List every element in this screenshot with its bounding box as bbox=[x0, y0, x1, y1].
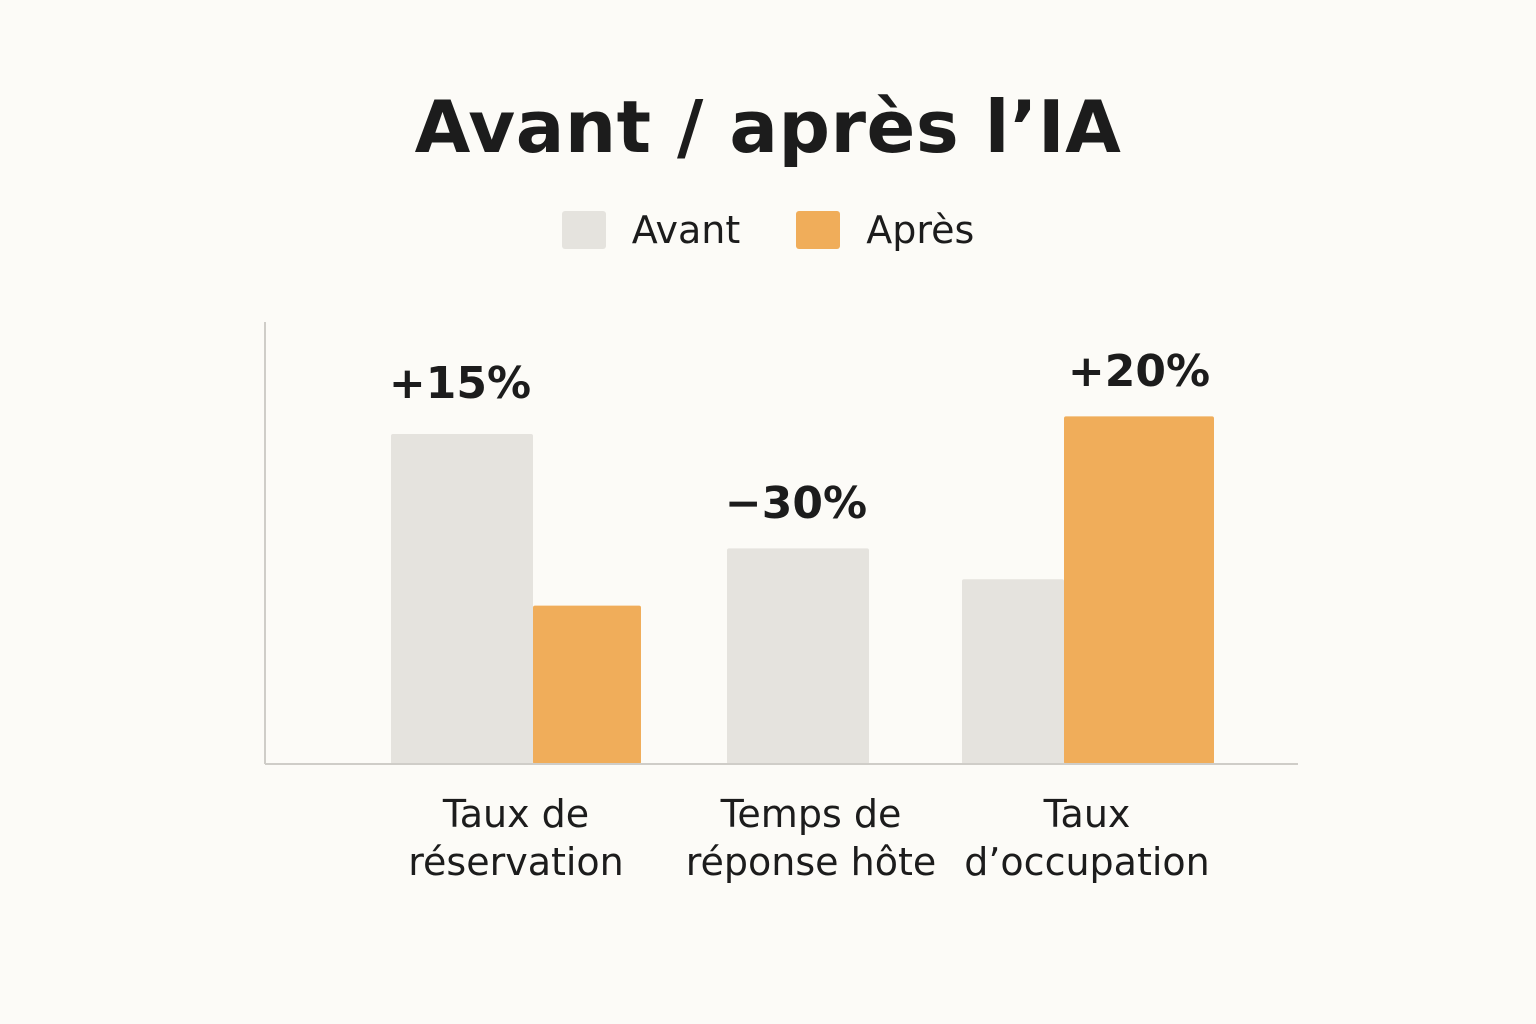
legend-item-avant: Avant bbox=[561, 206, 741, 254]
legend: Avant Après bbox=[0, 206, 1536, 254]
category-label-line1: Temps de bbox=[720, 792, 902, 836]
bar-taux-reservation-apres bbox=[533, 605, 641, 764]
category-label-taux-reservation: Taux de réservation bbox=[366, 790, 666, 886]
category-label-line2: réservation bbox=[408, 840, 624, 884]
legend-label-apres: Après bbox=[866, 208, 975, 252]
category-label-taux-occupation: Taux d’occupation bbox=[937, 790, 1237, 886]
annotation-taux-occupation: +20% bbox=[1068, 346, 1210, 397]
bar-temps-reponse-avant bbox=[727, 548, 869, 764]
bar-taux-occupation-apres bbox=[1064, 416, 1214, 764]
category-label-line1: Taux de bbox=[442, 792, 590, 836]
bar-taux-reservation-avant bbox=[391, 434, 533, 764]
category-label-temps-reponse: Temps de réponse hôte bbox=[661, 790, 961, 886]
legend-label-avant: Avant bbox=[631, 208, 741, 252]
annotation-temps-reponse: −30% bbox=[725, 478, 867, 529]
legend-swatch-apres bbox=[796, 211, 841, 249]
bar-taux-occupation-avant bbox=[962, 579, 1064, 764]
category-label-line1: Taux bbox=[1043, 792, 1131, 836]
bars-group bbox=[391, 416, 1214, 764]
category-label-line2: d’occupation bbox=[964, 840, 1210, 884]
category-label-line2: réponse hôte bbox=[685, 840, 937, 884]
annotation-taux-reservation: +15% bbox=[389, 358, 531, 409]
legend-swatch-avant bbox=[561, 211, 606, 249]
legend-item-apres: Après bbox=[796, 206, 974, 254]
chart-title: Avant / après l’IA bbox=[414, 85, 1122, 169]
